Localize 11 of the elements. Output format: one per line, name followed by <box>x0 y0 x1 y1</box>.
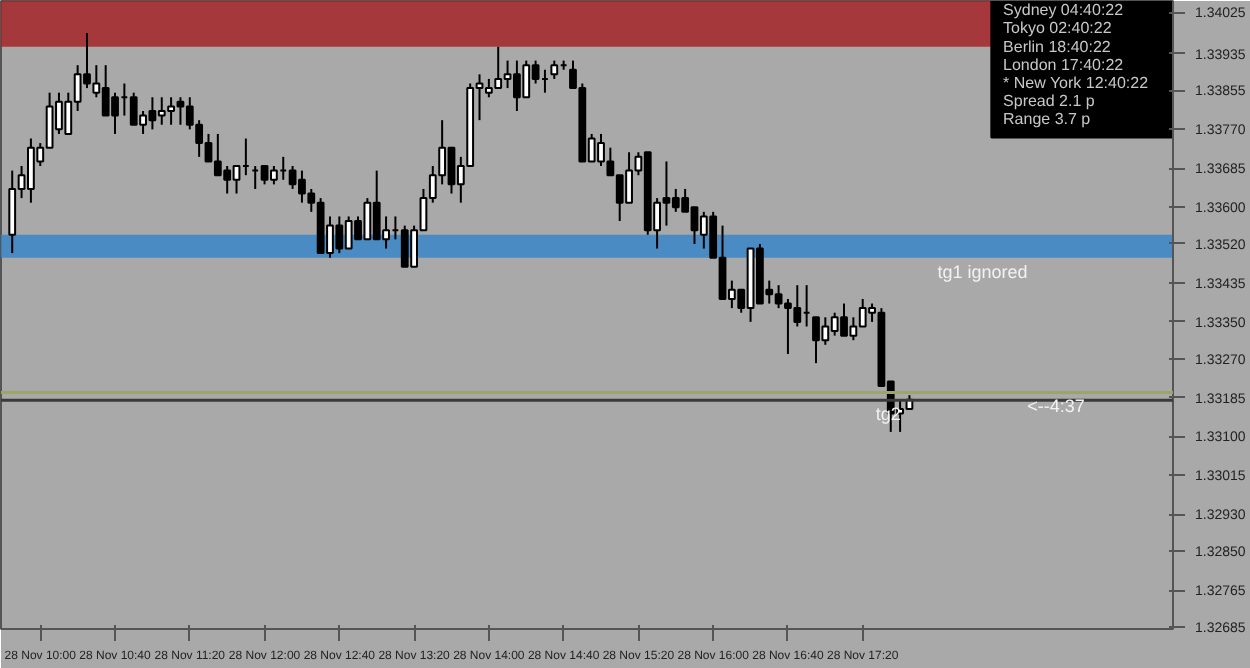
annotation: Berlin 18:40:22 <box>1003 37 1112 56</box>
annotation: Sydney 04:40:22 <box>1003 1 1125 20</box>
candlestick <box>550 59 559 80</box>
candlestick <box>8 169 17 255</box>
annotation: tg1 ignored <box>937 261 1028 282</box>
annotation: <--4:37 <box>1027 396 1085 417</box>
annotation: * New York 12:40:22 <box>1003 74 1150 93</box>
annotation: Tokyo 02:40:22 <box>1003 19 1113 38</box>
annotation: London 17:40:22 <box>1003 55 1125 74</box>
annotation: Range 3.7 p <box>1003 110 1092 129</box>
annotation: Spread 2.1 p <box>1003 92 1096 111</box>
